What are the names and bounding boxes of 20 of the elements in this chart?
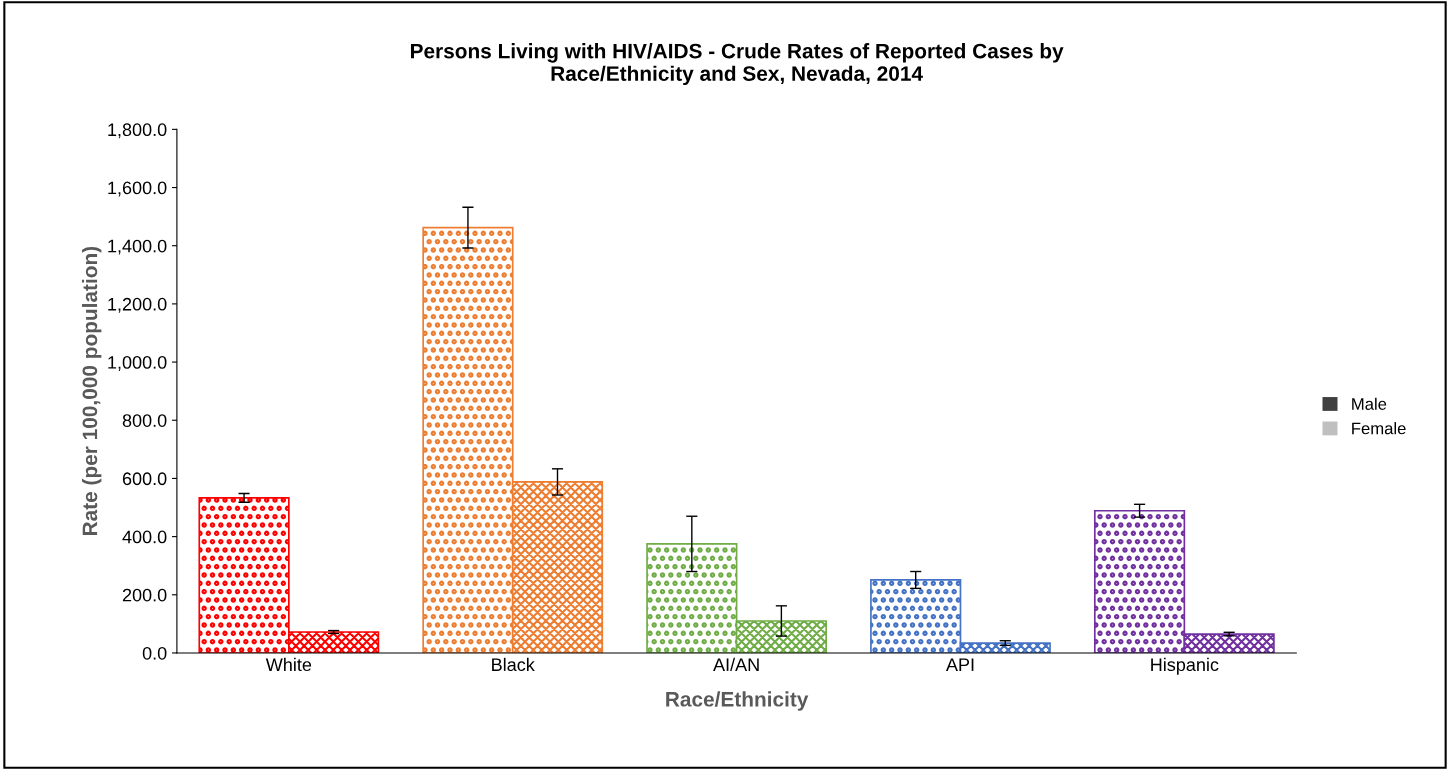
y-axis-title: Rate (per 100,000 population) [81,246,102,536]
y-tick-label: 200.0 [122,588,167,602]
chart-title: Persons Living with HIV/AIDS - Crude Rates of Reported Cases by Race/Ethnicity and Sex, Nevada, 2014 [410,43,1064,86]
y-tick-label: 1,400.0 [108,239,167,255]
y-tick-label: 1,200.0 [108,297,167,313]
x-tick-label: White [265,657,312,672]
x-tick-label: AI/AN [713,657,759,672]
y-tick-label: 1,600.0 [108,181,167,197]
x-tick-label: API [945,658,974,671]
y-tick-label: 1,000.0 [108,356,167,371]
y-tick-label: 600.0 [122,472,167,486]
text: Male [1352,397,1387,410]
x-axis-title: Race/Ethnicity [666,691,809,711]
y-tick-label: 1,800.0 [108,123,167,139]
y-tick-label: 0.0 [142,646,167,660]
x-tick-label: Black [492,657,535,672]
text: Female [1352,422,1406,435]
y-tick-label: 800.0 [122,414,167,427]
x-tick-label: Hispanic [1151,657,1219,675]
y-tick-label: 400.0 [122,530,167,544]
